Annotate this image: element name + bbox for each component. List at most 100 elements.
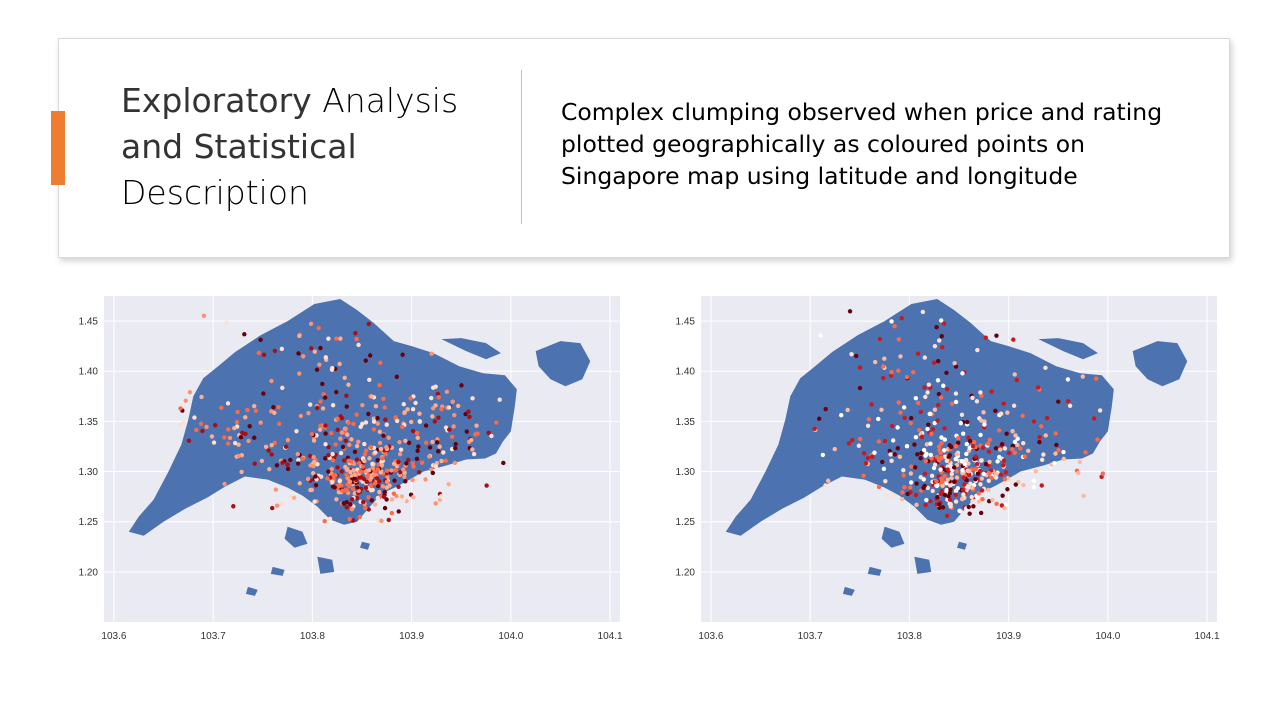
scatter-point [227,435,233,441]
scatter-point [1041,452,1046,457]
scatter-point [1043,365,1048,371]
scatter-point [380,484,386,489]
scatter-point [261,391,266,396]
scatter-point [266,448,271,453]
scatter-point [961,475,967,480]
scatter-point [924,497,929,503]
scatter-point [1000,463,1006,468]
scatter-point [385,475,390,480]
scatter-point [857,365,863,370]
scatter-point [885,493,890,498]
scatter-point [930,488,935,494]
scatter-point [850,437,855,443]
scatter-point [377,429,382,435]
scatter-point [382,505,388,511]
scatter-point [368,444,374,450]
x-tick-label: 103.6 [101,631,126,642]
scatter-point [939,333,944,339]
scatter-point [961,492,966,497]
scatter-point [987,459,992,465]
scatter-point [453,446,458,451]
scatter-point [343,426,348,431]
scatter-point [383,417,388,422]
scatter-point [366,468,372,473]
scatter-point [394,374,399,380]
scatter-point [890,423,895,429]
scatter-point [360,402,365,408]
scatter-point [318,474,324,479]
scatter-point [410,461,416,466]
scatter-point [973,454,978,459]
scatter-point [356,342,361,348]
scatter-point [234,419,240,425]
scatter-point [925,485,931,491]
scatter-point [918,409,923,415]
x-tick-label: 103.9 [399,631,424,642]
scatter-point [423,477,428,482]
scatter-point [373,403,379,409]
scatter-point [954,452,959,457]
scatter-point [898,410,903,415]
small-island [957,541,967,550]
scatter-point [1093,376,1099,381]
scatter-point [371,419,377,424]
scatter-point [362,452,368,457]
scatter-point [379,462,385,468]
scatter-point [377,440,383,446]
scatter-point [433,403,438,408]
scatter-point [938,395,944,400]
scatter-point [181,420,186,426]
scatter-point [329,430,334,436]
scatter-point [240,430,245,436]
scatter-point [350,486,356,492]
scatter-point [335,465,340,470]
scatter-point [297,371,302,376]
scatter-point [473,432,478,437]
scatter-point [1018,446,1023,451]
scatter-point [423,423,429,428]
scatter-point [888,373,894,378]
scatter-point [348,459,354,464]
scatter-point [1001,482,1007,487]
scatter-point [298,413,304,419]
scatter-point [392,478,397,483]
scatter-point [450,399,455,404]
scatter-point [939,435,944,440]
scatter-point [953,456,958,462]
scatter-point [340,444,346,450]
scatter-point [317,362,322,367]
scatter-point [242,332,247,337]
scatter-point [398,469,403,475]
small-island [245,586,258,596]
scatter-point [334,336,339,341]
scatter-point [432,419,438,424]
scatter-point [288,457,293,463]
scatter-point [321,392,326,397]
scatter-point [872,450,877,455]
scatter-point [923,394,928,400]
scatter-point [391,461,397,467]
scatter-point [1097,408,1103,413]
small-island [284,526,308,548]
scatter-point [369,394,374,399]
scatter-point [258,337,263,343]
scatter-point [347,516,352,522]
scatter-point [436,415,441,420]
scatter-point [876,416,881,422]
scatter-point [332,485,337,490]
scatter-point [199,394,204,400]
scatter-point [285,466,291,472]
map-scatter-svg: 103.6 103.7 103.8 103.9 104.0 104.1 1.20 1.25 1.… [676,296,1220,642]
scatter-point [314,405,320,411]
small-island [914,556,932,574]
scatter-point [936,444,942,449]
scatter-point [900,496,905,502]
scatter-point [398,447,404,452]
scatter-point [354,412,359,417]
slide-title: Exploratory Analysis and Statistical Descr… [121,81,459,212]
scatter-point [969,494,974,500]
scatter-point [326,336,331,341]
scatter-point [980,496,985,502]
scatter-point [962,482,967,487]
scatter-point [433,464,439,469]
